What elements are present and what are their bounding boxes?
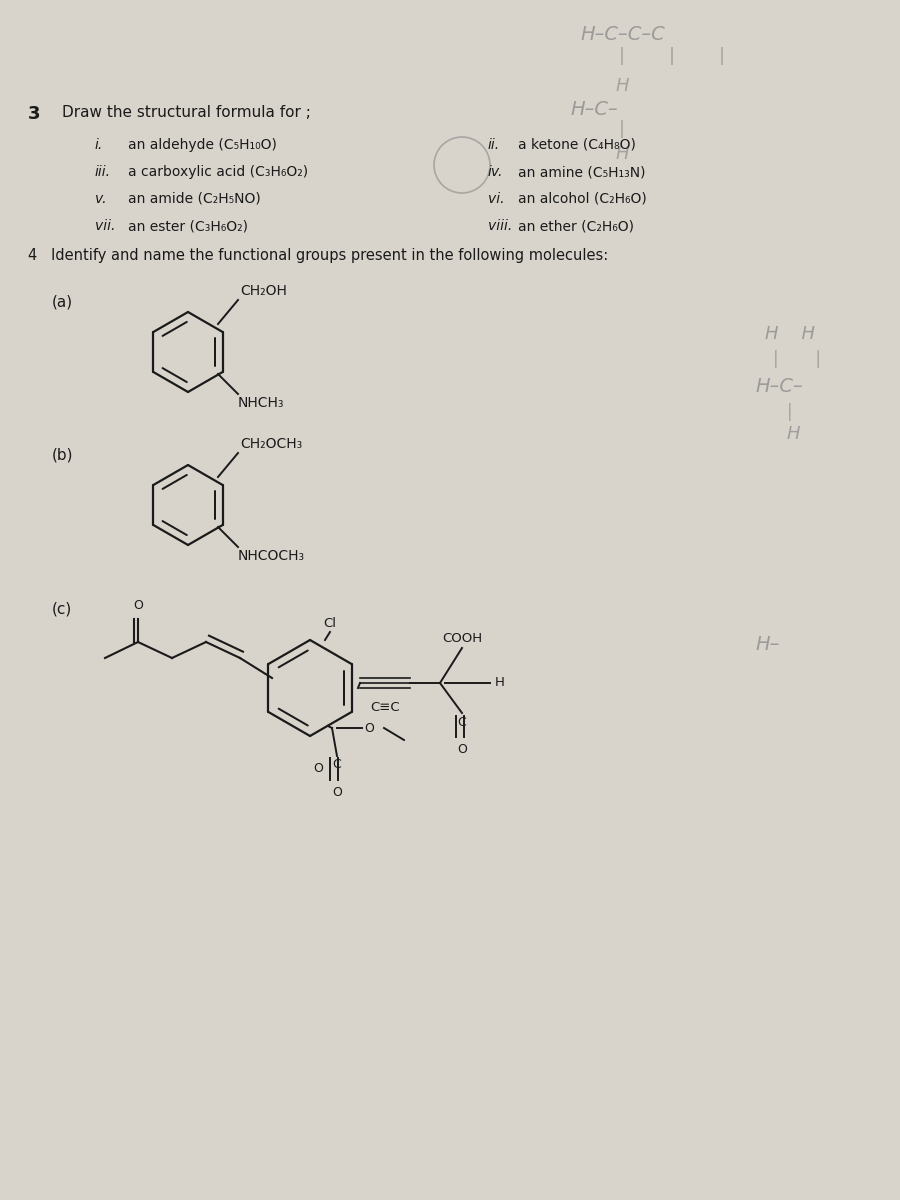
Text: v.: v.: [95, 192, 106, 206]
Text: O: O: [133, 599, 143, 612]
Text: 3: 3: [28, 104, 40, 122]
Text: O: O: [364, 721, 374, 734]
Text: C: C: [333, 758, 341, 770]
Text: i.: i.: [95, 138, 104, 152]
Text: O: O: [457, 743, 467, 756]
Text: a ketone (C₄H₈O): a ketone (C₄H₈O): [518, 138, 636, 152]
Text: H–C–: H–C–: [570, 100, 617, 119]
Text: an ether (C₂H₆O): an ether (C₂H₆O): [518, 218, 634, 233]
Text: Cl: Cl: [323, 617, 337, 630]
Text: (b): (b): [52, 448, 74, 463]
Text: O: O: [313, 762, 323, 774]
Text: vi.: vi.: [488, 192, 505, 206]
Text: H–: H–: [755, 635, 779, 654]
Text: Draw the structural formula for ;: Draw the structural formula for ;: [62, 104, 310, 120]
Text: C≡C: C≡C: [370, 701, 400, 714]
Text: ii.: ii.: [488, 138, 500, 152]
Text: an amide (C₂H₅NO): an amide (C₂H₅NO): [128, 192, 261, 206]
Text: an aldehyde (C₅H₁₀O): an aldehyde (C₅H₁₀O): [128, 138, 277, 152]
Text: O: O: [332, 786, 342, 799]
Text: iv.: iv.: [488, 164, 503, 179]
Text: |: |: [719, 47, 725, 65]
Text: COOH: COOH: [442, 632, 482, 646]
Text: H    H: H H: [765, 325, 815, 343]
Text: |: |: [619, 47, 625, 65]
Text: NHCOCH₃: NHCOCH₃: [238, 550, 305, 563]
Text: 4   Identify and name the functional groups present in the following molecules:: 4 Identify and name the functional group…: [28, 248, 608, 263]
Text: H–C–C–C: H–C–C–C: [580, 25, 665, 44]
Text: |       |: | |: [773, 350, 821, 368]
Text: an alcohol (C₂H₆O): an alcohol (C₂H₆O): [518, 192, 647, 206]
Text: iii.: iii.: [95, 164, 111, 179]
Text: CH₂OCH₃: CH₂OCH₃: [240, 437, 302, 451]
Text: H: H: [616, 77, 629, 95]
Text: C: C: [457, 716, 466, 728]
Text: H: H: [787, 425, 800, 443]
Text: NHCH₃: NHCH₃: [238, 396, 284, 410]
Text: vii.: vii.: [95, 218, 115, 233]
Text: H: H: [495, 677, 505, 690]
Text: CH₂OH: CH₂OH: [240, 284, 287, 298]
Text: a carboxylic acid (C₃H₆O₂): a carboxylic acid (C₃H₆O₂): [128, 164, 308, 179]
Text: |: |: [619, 120, 625, 138]
Text: an ester (C₃H₆O₂): an ester (C₃H₆O₂): [128, 218, 248, 233]
Text: |: |: [787, 403, 793, 421]
Text: viii.: viii.: [488, 218, 512, 233]
Text: H: H: [616, 145, 629, 163]
Text: |: |: [669, 47, 675, 65]
Text: (c): (c): [52, 602, 72, 617]
Text: (a): (a): [52, 295, 73, 310]
Text: H–C–: H–C–: [755, 377, 803, 396]
Text: an amine (C₅H₁₃N): an amine (C₅H₁₃N): [518, 164, 645, 179]
